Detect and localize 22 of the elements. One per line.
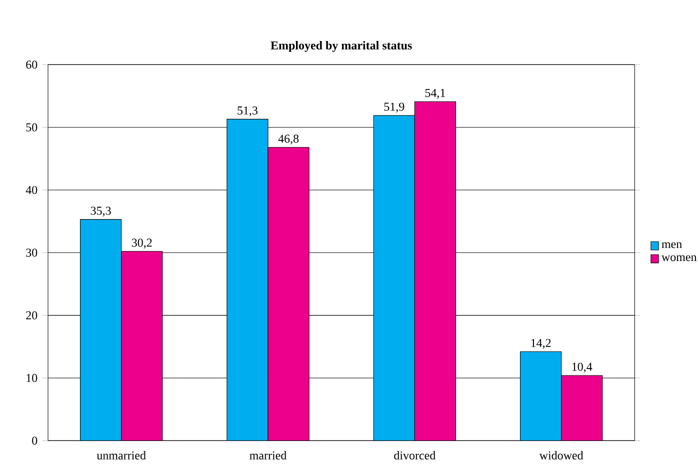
data-label: 54,1 — [425, 88, 445, 99]
x-tick-label: unmarried — [96, 451, 146, 460]
data-label: 51,9 — [384, 102, 404, 112]
x-tick-label: widowed — [539, 451, 584, 460]
y-tick-label: 30 — [26, 248, 38, 257]
legend-label: women — [661, 255, 697, 262]
data-label: 10,4 — [572, 362, 592, 373]
data-label: 46,8 — [278, 134, 299, 144]
x-tick-label: married — [250, 451, 287, 460]
y-tick-label: 60 — [26, 60, 38, 69]
y-tick-label: 20 — [26, 311, 38, 320]
chart-title: Employed by marital status — [270, 41, 412, 52]
y-tick-label: 10 — [26, 374, 38, 382]
data-label: 14,2 — [531, 338, 551, 349]
y-tick-label: 40 — [26, 186, 38, 194]
y-tick-label: 0 — [32, 436, 38, 445]
data-label: 51,3 — [238, 106, 258, 116]
y-tick-label: 50 — [26, 123, 38, 132]
legend-label: men — [662, 242, 682, 248]
data-label: 35,3 — [90, 206, 111, 217]
data-label: 30,2 — [132, 238, 152, 248]
x-tick-label: divorced — [394, 451, 436, 460]
